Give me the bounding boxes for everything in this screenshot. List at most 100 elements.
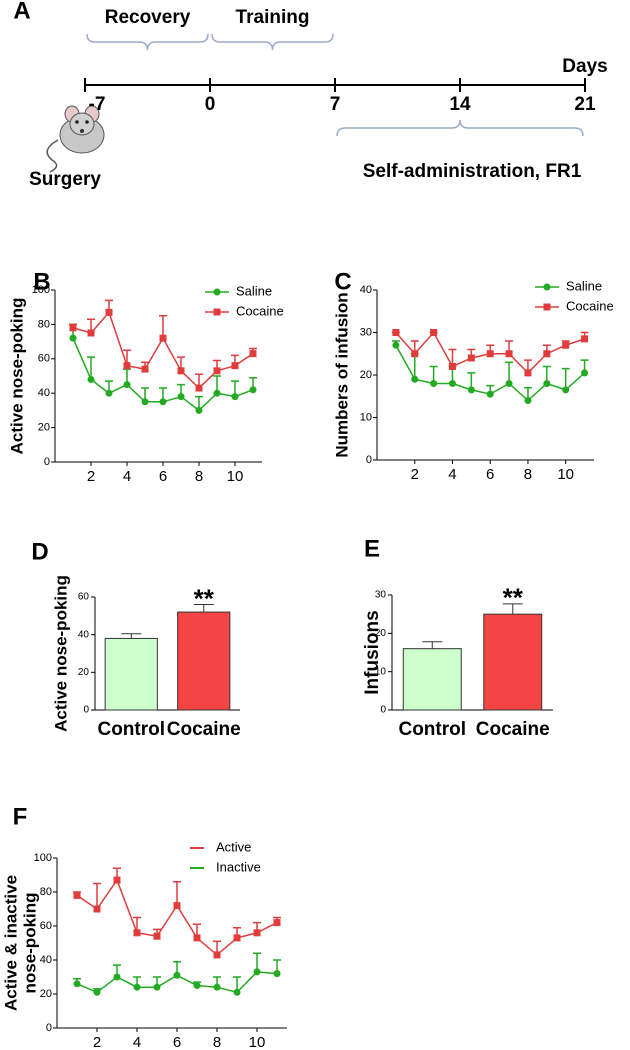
y-tick-label: 60 [38, 353, 50, 365]
y-tick-label: 40 [360, 284, 372, 296]
point [448, 380, 456, 387]
significance: ** [194, 583, 215, 613]
x-tick-label: 2 [93, 1034, 101, 1050]
error-bar [502, 603, 523, 615]
legend-swatch [543, 283, 551, 291]
y-tick-label: 0 [380, 705, 386, 716]
point [73, 980, 81, 988]
point [73, 891, 81, 899]
error-bar [561, 367, 570, 390]
point [233, 988, 241, 996]
point [87, 375, 95, 383]
y-tick-label: 0 [46, 1022, 52, 1034]
y-tick-label: 30 [360, 326, 372, 338]
point [105, 308, 113, 316]
error-bar [422, 641, 443, 649]
x-tick-label: 6 [486, 466, 494, 483]
annotation: Training [236, 7, 310, 28]
point [524, 397, 532, 404]
point [253, 929, 261, 937]
point [581, 335, 589, 343]
point [231, 362, 239, 370]
x-tick-label: -7 [89, 94, 106, 115]
legend-label: Saline [236, 283, 272, 298]
point [581, 369, 589, 377]
point [505, 350, 513, 358]
x-tick-label: 10 [557, 466, 574, 483]
mouse-icon [46, 105, 105, 173]
point [133, 983, 141, 991]
point [467, 386, 475, 394]
x-tick-label: 14 [449, 94, 471, 115]
y-tick-label: 80 [40, 886, 52, 898]
point [467, 354, 475, 362]
point [231, 393, 239, 401]
point [524, 369, 532, 377]
error-bar [93, 882, 101, 909]
legend-label: Saline [566, 278, 602, 293]
y-tick-label: 40 [40, 954, 52, 966]
y-tick-label: 20 [375, 628, 387, 639]
point [93, 988, 101, 996]
point [213, 389, 221, 397]
y-tick-label: 100 [32, 284, 50, 296]
point [411, 350, 419, 358]
panel-letter: B [33, 268, 50, 295]
point [141, 365, 149, 373]
x-tick-label: Control [398, 719, 466, 740]
legend-label: Cocaine [236, 303, 284, 318]
y-tick-label: 40 [78, 629, 90, 640]
x-tick-label: 7 [330, 94, 341, 115]
point [253, 968, 261, 976]
point [133, 929, 141, 937]
x-tick-label: 6 [173, 1034, 181, 1050]
y-tick-label: 0 [83, 705, 89, 716]
point [486, 390, 494, 398]
error-bar [121, 633, 142, 639]
point [233, 934, 241, 942]
x-axis-label: Days [562, 56, 607, 77]
bar [402, 648, 462, 711]
error-bar [173, 881, 181, 906]
annotation: Self-administration, FR1 [363, 161, 582, 182]
point [123, 362, 131, 370]
y-tick-label: 20 [360, 369, 372, 381]
y-axis-label: Active nose-poking [7, 298, 26, 455]
point [153, 932, 161, 940]
point [69, 324, 77, 332]
point [430, 380, 438, 387]
error-bar [505, 361, 514, 384]
significance: ** [503, 583, 524, 613]
brace [86, 33, 209, 51]
y-tick-label: 60 [40, 920, 52, 932]
brace [211, 33, 334, 51]
legend-label: Active [216, 839, 251, 854]
point [562, 386, 570, 394]
x-tick-label: Cocaine [167, 719, 241, 740]
legend-label: Cocaine [566, 298, 614, 313]
y-axis-label: Infusions [362, 610, 383, 694]
x-tick-label: 21 [574, 94, 596, 115]
x-tick-label: Control [97, 719, 165, 740]
y-axis-label: Active & inactive [1, 875, 20, 1011]
x-tick-label: 10 [227, 468, 244, 485]
point [123, 381, 131, 389]
point [159, 334, 167, 342]
point [430, 329, 438, 336]
point [213, 983, 221, 991]
point [69, 334, 77, 342]
point [562, 341, 570, 349]
legend-label: Inactive [216, 859, 261, 874]
bar [104, 637, 158, 711]
x-tick-label: 10 [249, 1034, 266, 1050]
y-tick-label: 10 [375, 666, 387, 677]
point [195, 406, 203, 414]
legend-swatch [213, 288, 221, 296]
point [392, 329, 400, 336]
x-tick-label: 0 [205, 94, 216, 115]
point [177, 393, 185, 401]
y-axis-label: nose-poking [20, 892, 39, 993]
point [177, 367, 185, 375]
point [213, 367, 221, 375]
